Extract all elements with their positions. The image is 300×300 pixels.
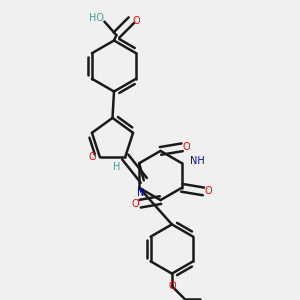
- Text: O: O: [132, 16, 140, 26]
- Text: HO: HO: [89, 13, 104, 23]
- Text: NH: NH: [190, 156, 205, 166]
- Text: O: O: [89, 152, 96, 162]
- Text: O: O: [183, 142, 190, 152]
- Text: H: H: [113, 162, 121, 172]
- Text: N: N: [137, 188, 144, 198]
- Text: O: O: [204, 186, 212, 197]
- Text: O: O: [168, 281, 176, 291]
- Text: O: O: [131, 199, 139, 209]
